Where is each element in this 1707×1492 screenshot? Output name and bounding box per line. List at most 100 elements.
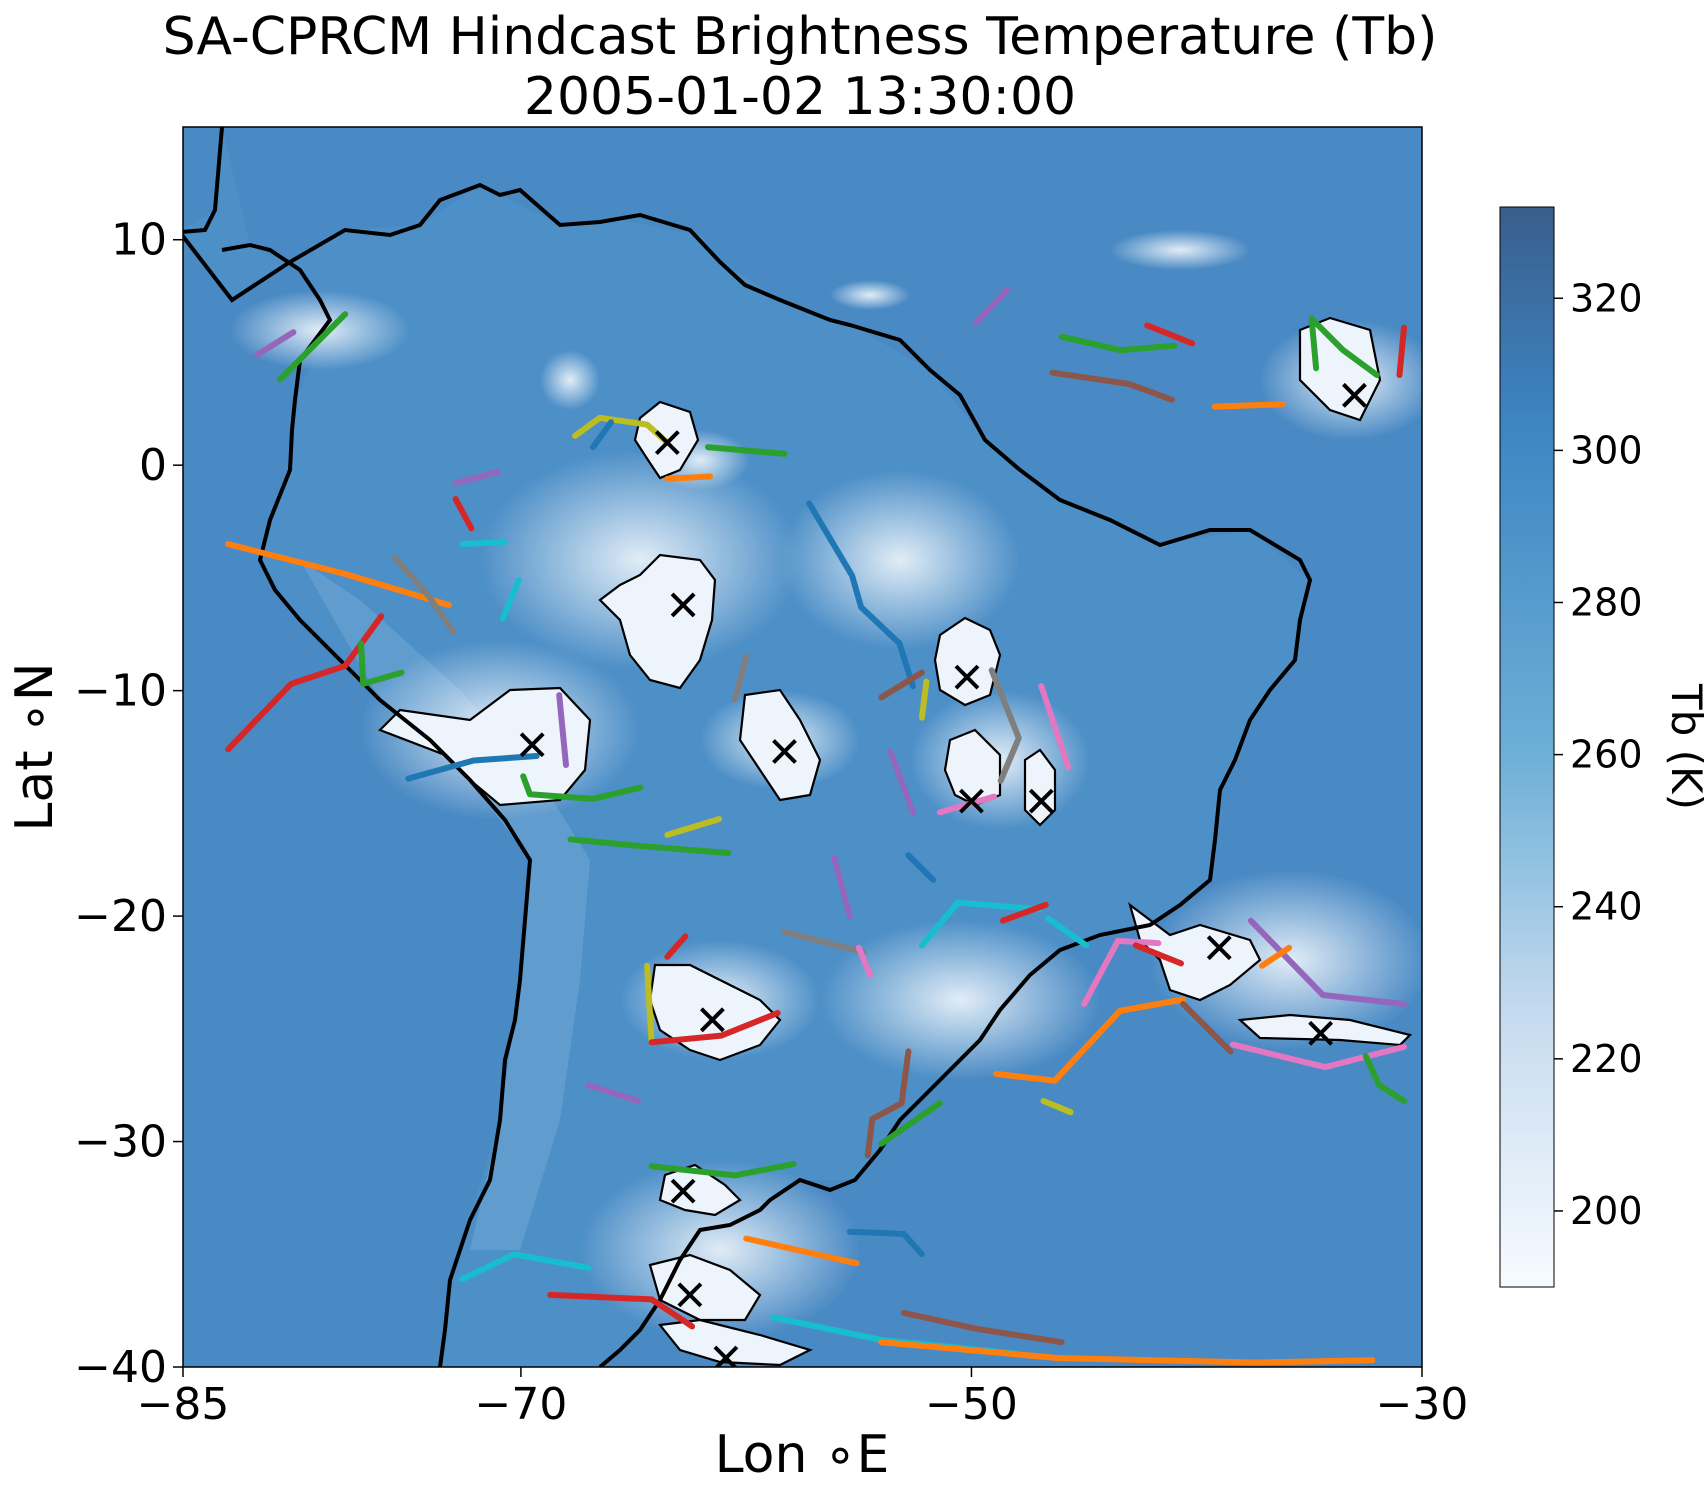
colorbar-tick-label: 280 — [1570, 580, 1643, 624]
storm-track — [358, 640, 405, 687]
cloud-contours — [378, 316, 1413, 1367]
storm-center-marker — [959, 788, 984, 814]
storm-track — [1038, 683, 1072, 771]
storm-center-marker — [677, 1282, 703, 1308]
colorbar-tick-label: 260 — [1570, 733, 1643, 777]
storm-track — [225, 541, 452, 608]
storm-track — [459, 538, 509, 548]
storm-track — [743, 1235, 860, 1267]
storm-track — [648, 1010, 781, 1046]
storm-track — [664, 933, 689, 960]
storm-track — [1229, 1041, 1407, 1071]
storm-track — [1058, 333, 1178, 354]
storm-track — [1000, 901, 1049, 924]
andes-shading — [300, 560, 590, 1250]
storm-center-marker — [1206, 935, 1232, 961]
colorbar-tick-label: 240 — [1570, 885, 1643, 929]
storm-track — [585, 1082, 642, 1104]
storm-track — [1045, 915, 1090, 949]
storm-track — [459, 1251, 592, 1283]
storm-track — [1180, 1001, 1234, 1055]
storm-track — [590, 419, 614, 451]
storm-center-marker — [1308, 1020, 1334, 1046]
storm-track — [405, 753, 540, 782]
storm-center-marker — [713, 1345, 739, 1367]
storm-track — [1040, 1098, 1074, 1116]
chart-title-line-2: 2005-01-02 13:30:00 — [523, 67, 1077, 127]
storm-centers — [519, 382, 1367, 1367]
storm-track — [918, 899, 1042, 949]
storm-track — [781, 928, 867, 956]
storm-center-marker — [670, 592, 696, 618]
storm-track — [704, 444, 788, 457]
storm-track — [391, 554, 457, 635]
y-tick-label: 10 — [111, 215, 167, 266]
storm-track — [1144, 322, 1196, 347]
storm-track — [918, 678, 930, 721]
storm-track — [993, 996, 1187, 1084]
storm-track — [887, 748, 916, 816]
colorbar-tick-label: 320 — [1570, 276, 1643, 320]
chart-title-line-1: SA-CPRCM Hindcast Brightness Temperature… — [162, 7, 1438, 67]
storm-track — [644, 962, 655, 1046]
y-axis-label: Lat ∘N — [5, 662, 65, 831]
x-axis-ticks: −85 −70 −50 −30 — [137, 1367, 1469, 1430]
storm-track — [973, 286, 1011, 327]
storm-tracks — [225, 286, 1407, 1366]
storm-track — [988, 667, 1022, 784]
storm-track — [1247, 917, 1407, 1007]
storm-track — [254, 329, 297, 358]
storm-track — [452, 496, 475, 532]
y-tick-label: −10 — [74, 666, 167, 717]
storm-track — [1049, 369, 1175, 403]
storm-track — [806, 500, 916, 690]
storm-track — [900, 1309, 1065, 1346]
storm-track — [1308, 315, 1380, 378]
storm-track — [452, 468, 502, 487]
storm-track — [664, 473, 714, 482]
storm-track — [1081, 937, 1162, 1007]
y-tick-label: 0 — [139, 440, 167, 491]
storm-track — [831, 854, 853, 920]
colorbar-tick-label: 300 — [1570, 428, 1643, 472]
storm-center-marker — [670, 1178, 696, 1204]
colorbar-label: Tb (K) — [1662, 683, 1707, 810]
storm-track — [864, 1048, 912, 1159]
y-tick-label: −30 — [74, 1117, 167, 1168]
storm-track — [905, 852, 937, 883]
y-tick-label: −40 — [74, 1342, 167, 1393]
storm-track — [1211, 401, 1286, 410]
storm-track — [1362, 1052, 1407, 1104]
storm-center-marker — [654, 430, 680, 456]
x-tick-label: −50 — [925, 1379, 1018, 1430]
storm-track — [556, 692, 569, 768]
storm-track — [1259, 944, 1293, 969]
storm-center-marker — [1342, 382, 1367, 408]
storm-track — [547, 1291, 696, 1330]
x-tick-label: −30 — [1376, 1379, 1469, 1430]
storm-track — [855, 944, 874, 978]
storm-track — [225, 613, 385, 753]
colorbar-tick-label: 200 — [1570, 1189, 1643, 1233]
x-tick-label: −85 — [137, 1379, 230, 1430]
storm-center-marker — [699, 1007, 725, 1033]
x-axis-label: Lon ∘E — [715, 1425, 890, 1485]
colorbar — [1499, 206, 1555, 1288]
storm-track — [648, 1161, 797, 1179]
storm-track — [846, 1228, 925, 1258]
storm-track — [664, 816, 723, 838]
storm-center-marker — [519, 732, 545, 758]
storm-track — [499, 577, 522, 622]
storm-track — [520, 773, 644, 802]
storm-track — [276, 311, 349, 383]
colorbar-tick-label: 220 — [1570, 1037, 1643, 1081]
storm-track — [567, 836, 732, 856]
x-tick-label: −70 — [474, 1379, 567, 1430]
storm-track — [878, 1100, 943, 1147]
storm-track — [878, 1339, 1376, 1366]
storm-center-marker — [772, 739, 797, 764]
storm-track — [731, 653, 750, 703]
y-tick-label: −20 — [74, 891, 167, 942]
plot-frame — [182, 126, 1423, 1368]
